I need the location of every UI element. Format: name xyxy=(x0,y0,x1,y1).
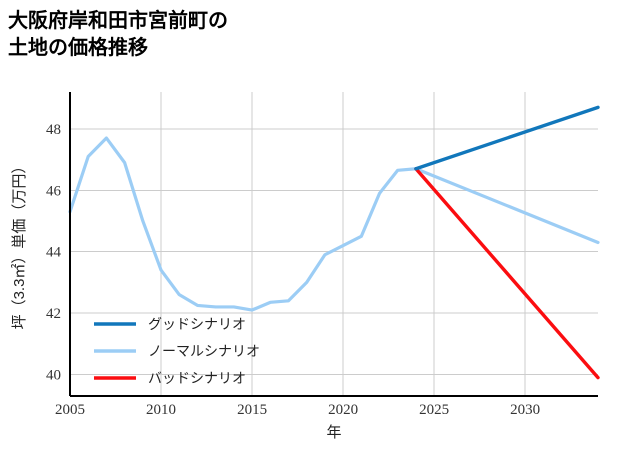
x-tick-label: 2005 xyxy=(55,402,85,418)
data-series-group xyxy=(68,105,600,380)
y-tick-label: 46 xyxy=(46,183,62,199)
series-line-2 xyxy=(414,167,600,380)
x-tick-label: 2020 xyxy=(328,402,358,418)
x-tick-label: 2015 xyxy=(237,402,267,418)
series-line-1 xyxy=(68,136,600,312)
x-tick-label: 2030 xyxy=(510,402,540,418)
y-tick-label: 44 xyxy=(46,245,62,261)
legend-label-1: ノーマルシナリオ xyxy=(148,343,260,359)
y-axis-tick-labels: 40 42 44 46 48 xyxy=(46,122,62,384)
y-tick-label: 42 xyxy=(46,306,61,322)
x-tick-label: 2010 xyxy=(146,402,176,418)
chart-title: 大阪府岸和田市宮前町の 土地の価格推移 xyxy=(8,10,228,59)
series-line-0 xyxy=(414,105,600,171)
axis-spines xyxy=(68,92,598,398)
y-tick-label: 48 xyxy=(46,122,61,138)
y-tick-label: 40 xyxy=(46,368,61,384)
y-axis-title: 坪（3.3㎡）単価（万円） xyxy=(11,159,28,330)
legend-label-0: グッドシナリオ xyxy=(148,316,246,332)
legend-label-2: バッドシナリオ xyxy=(148,370,246,386)
x-tick-label: 2025 xyxy=(419,402,449,418)
gridlines-group xyxy=(69,92,598,396)
x-axis-title: 年 xyxy=(326,424,341,441)
x-axis-tick-labels: 2005 2010 2015 2020 2025 2030 xyxy=(55,402,540,418)
